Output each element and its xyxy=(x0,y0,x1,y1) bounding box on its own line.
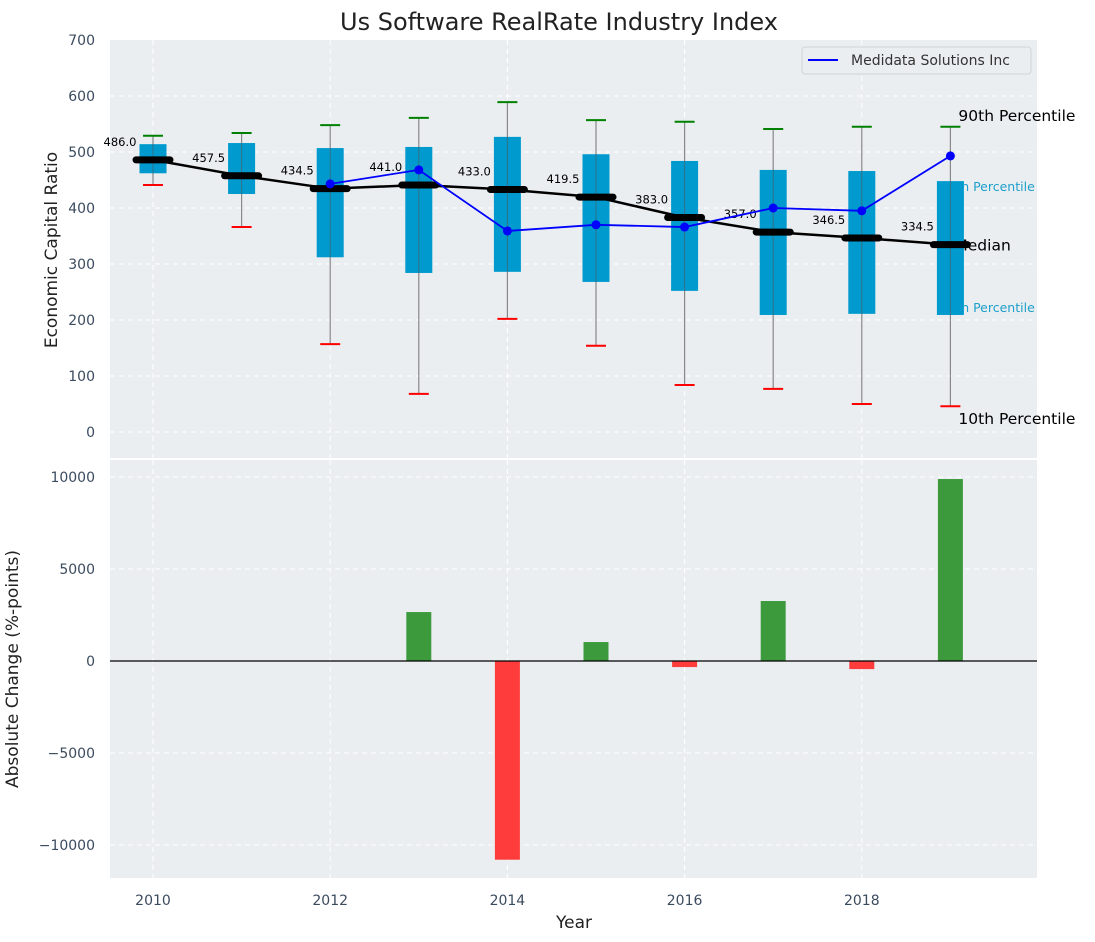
y-tick-label: 700 xyxy=(68,33,95,49)
bar-2015 xyxy=(583,642,609,661)
median-value-label: 419.5 xyxy=(547,172,580,186)
percentile-annotation: 10th Percentile xyxy=(958,410,1075,428)
company-series-line xyxy=(330,155,951,232)
percentile-annotation: 90th Percentile xyxy=(958,107,1075,125)
top-y-ticks: 0 100 200 300 400 500 600 700 xyxy=(68,33,95,441)
y-tick-label: 200 xyxy=(68,313,95,329)
top-plot-background xyxy=(110,40,1037,458)
legend-label: Medidata Solutions Inc xyxy=(851,53,1010,69)
y-tick-label: 400 xyxy=(68,201,95,217)
x-tick-label: 2012 xyxy=(312,893,348,909)
percentile-annotation: Median xyxy=(954,237,1010,255)
company-point xyxy=(768,203,778,213)
company-point xyxy=(502,226,512,236)
bar-2017 xyxy=(760,601,786,661)
bottom-plot-background xyxy=(110,460,1037,878)
median-value-label: 457.5 xyxy=(192,151,225,165)
y-tick-label: 500 xyxy=(68,145,95,161)
y-tick-label: 5000 xyxy=(59,562,95,578)
box-2011 xyxy=(228,131,256,229)
legend: Medidata Solutions Inc xyxy=(801,46,1032,75)
median-value-label: 357.0 xyxy=(724,207,757,221)
box-2017 xyxy=(759,128,787,390)
y-tick-label: 0 xyxy=(86,654,95,670)
annotations-over: 90th Percentile 10th Percentile xyxy=(958,107,1075,428)
x-axis-label: Year xyxy=(555,913,592,933)
company-point xyxy=(591,220,601,230)
median-value-label: 433.0 xyxy=(458,165,491,179)
company-line xyxy=(325,151,955,236)
box-2014 xyxy=(493,101,521,320)
bar-2016 xyxy=(672,661,698,668)
box-2012 xyxy=(316,124,344,346)
median-value-label: 441.0 xyxy=(369,160,402,174)
company-point xyxy=(414,165,424,175)
x-tick-label: 2016 xyxy=(667,893,703,909)
x-tick-label: 2010 xyxy=(135,893,171,909)
bar-2013 xyxy=(406,612,432,661)
y-tick-label: 100 xyxy=(68,369,95,385)
y-tick-label: 600 xyxy=(68,89,95,105)
box-2015 xyxy=(582,119,610,347)
top-y-axis-label: Economic Capital Ratio xyxy=(42,152,62,348)
company-point xyxy=(680,222,690,232)
median-value-label: 346.5 xyxy=(812,213,845,227)
company-point xyxy=(945,151,955,161)
median-value-label: 383.0 xyxy=(635,193,668,207)
median-trend-line xyxy=(152,158,951,246)
y-tick-label: 0 xyxy=(86,425,95,441)
percentile-annotation: 75th Percentile xyxy=(940,179,1035,194)
company-point xyxy=(325,179,335,189)
bar-2018 xyxy=(849,661,875,670)
company-point xyxy=(857,206,867,216)
box-2018 xyxy=(848,125,876,405)
bars xyxy=(406,479,963,860)
y-tick-label: 300 xyxy=(68,257,95,273)
y-tick-label: −5000 xyxy=(48,746,95,762)
bar-2014 xyxy=(494,661,520,860)
median-value-label: 334.5 xyxy=(901,220,934,234)
bar-2019 xyxy=(937,479,963,661)
bottom-y-ticks: −10000 −5000 0 5000 10000 xyxy=(39,470,95,854)
percentile-annotation: 25th Percentile xyxy=(940,300,1035,315)
legend-box xyxy=(801,46,1032,75)
top-panel: 0 100 200 300 400 500 600 700 Economic Capital … xyxy=(42,33,1075,458)
chart-title: Us Software RealRate Industry Index xyxy=(340,8,778,36)
y-tick-label: −10000 xyxy=(39,838,95,854)
median-value-label: 434.5 xyxy=(281,164,314,178)
bottom-x-ticks: 2010 2012 2014 2016 2018 xyxy=(135,893,879,909)
y-tick-label: 10000 xyxy=(50,470,95,486)
x-tick-label: 2018 xyxy=(844,893,880,909)
x-tick-label: 2014 xyxy=(490,893,526,909)
median-value-label: 486.0 xyxy=(104,135,137,149)
bottom-y-axis-label: Absolute Change (%-points) xyxy=(3,550,23,788)
annotations-under: 75th Percentile Median 25th Percentile xyxy=(940,179,1035,315)
